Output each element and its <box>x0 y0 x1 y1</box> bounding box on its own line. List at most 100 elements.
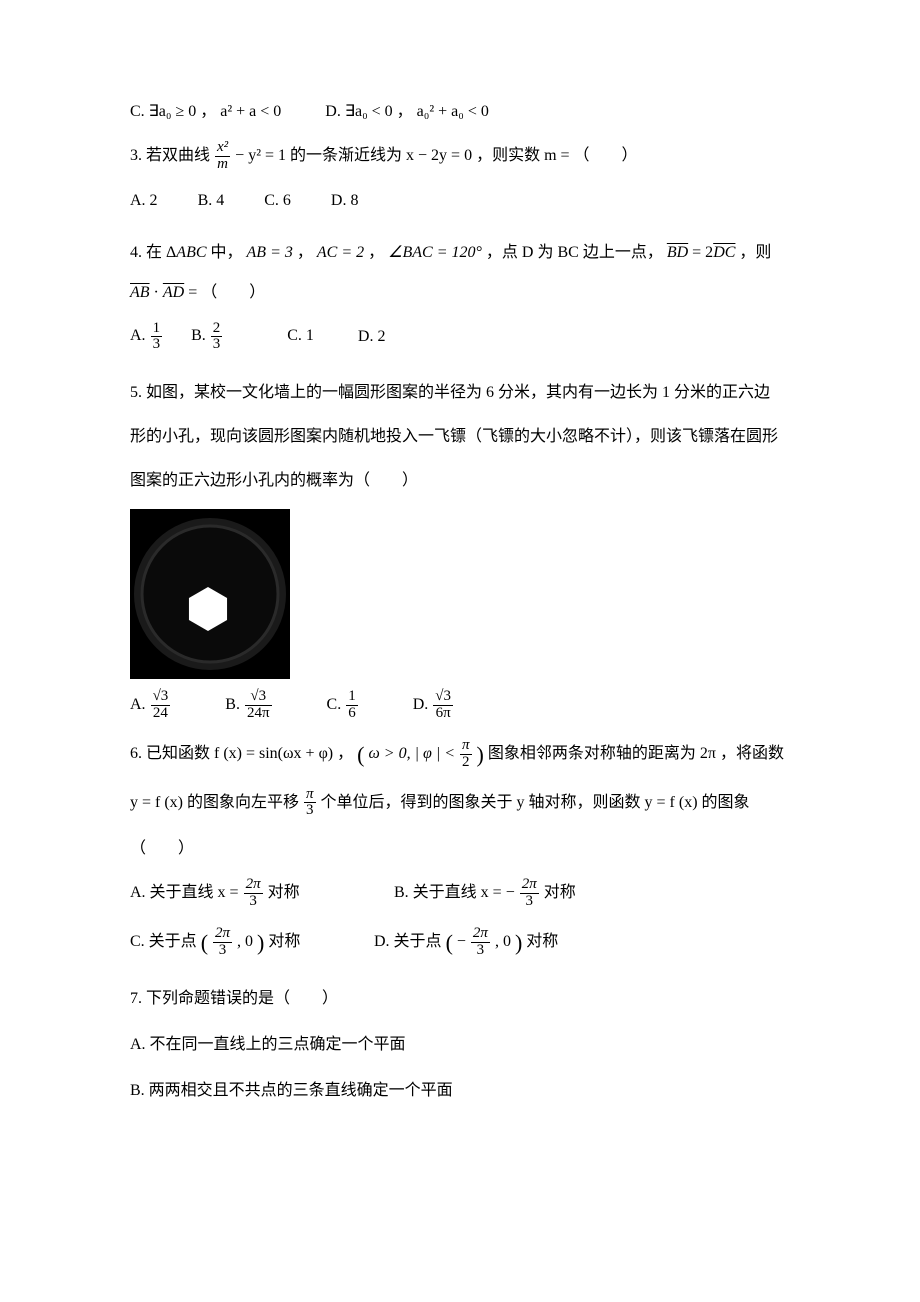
q6-options-cd: C. 关于点 ( 2π 3 , 0 ) 对称 D. 关于点 ( − 2π 3 ,… <box>130 926 790 959</box>
q6-l2-frac: π 3 <box>304 787 316 820</box>
q6-d-rp: ) <box>515 930 522 955</box>
q4-t1b: ABC <box>176 244 206 261</box>
q6-c-pre: C. 关于点 <box>130 933 197 950</box>
q5-options: A. √3 24 B. √3 24π C. 1 6 D. √3 6π <box>130 689 790 722</box>
q6-l1-den: 2 <box>460 755 472 771</box>
q4-opt-a-frac: 1 3 <box>151 321 163 354</box>
q2-opt-c-expr: ∃a₀ ≥ 0 ， a² + a < 0 <box>149 103 282 120</box>
q4-line2tail: = （ ） <box>184 284 265 301</box>
q6-b-pre: B. 关于直线 x = − <box>394 884 515 901</box>
q6-a-post: 对称 <box>268 884 300 901</box>
q6-opt-c: C. 关于点 ( 2π 3 , 0 ) 对称 <box>130 926 370 959</box>
q6-l2-num: π <box>304 787 316 804</box>
q6-c-rp: ) <box>257 930 264 955</box>
q4-dot: · <box>150 284 163 301</box>
q6-a-num: 2π <box>244 877 263 894</box>
q6-d-num: 2π <box>471 926 490 943</box>
q6-d-post: 对称 <box>526 933 558 950</box>
q4-opt-a: A. 1 3 <box>130 327 167 344</box>
q2-opt-d-expr: ∃a₀ < 0 ， a₀² + a₀ < 0 <box>345 103 489 120</box>
q6-b-frac: 2π 3 <box>520 877 539 910</box>
q6-c-den: 3 <box>213 943 232 959</box>
q5-opt-d-frac: √3 6π <box>433 689 453 722</box>
q5-opt-b-frac: √3 24π <box>245 689 272 722</box>
q4-stem-line1: 4. 在 ΔABC 中， AB = 3 ， AC = 2 ， ∠BAC = 12… <box>130 241 790 265</box>
q6-l1-num: π <box>460 738 472 755</box>
q5-opt-b-label: B. <box>225 696 240 713</box>
q6-opt-a: A. 关于直线 x = 2π 3 对称 <box>130 877 390 910</box>
q5-opt-c: C. 1 6 <box>327 696 363 713</box>
q6-inner: ω > 0, | φ | < <box>368 745 455 762</box>
q3-opt-b: B. 4 <box>198 189 225 213</box>
q6-l2b: 个单位后，得到的图象关于 y 轴对称，则函数 y = f (x) 的图象 <box>321 793 750 810</box>
q6-b-den: 3 <box>520 894 539 910</box>
q2-opt-c-label: C. <box>130 103 145 120</box>
q4-tail: ，则 <box>735 244 771 261</box>
q5-opt-a: A. √3 24 <box>130 696 175 713</box>
q4-vec-dc: DC <box>713 244 735 261</box>
q6-line1: 6. 已知函数 f (x) = sin(ωx + φ) ， ( ω > 0, |… <box>130 738 790 771</box>
q6-d-mid: , 0 <box>495 933 511 950</box>
q5-a-den: 24 <box>151 706 171 722</box>
q5-p3: 图案的正六边形小孔内的概率为（ ） <box>130 469 790 493</box>
q6-a-frac: 2π 3 <box>244 877 263 910</box>
q4-opt-a-label: A. <box>130 327 146 344</box>
q6-l2a: y = f (x) 的图象向左平移 <box>130 793 299 810</box>
q3-mid: − y² = 1 的一条渐近线为 x − 2y = 0 ，则实数 m = （ ） <box>235 147 637 164</box>
q3-stem: 3. 若双曲线 x² m − y² = 1 的一条渐近线为 x − 2y = 0… <box>130 140 790 173</box>
q6-lp: ( <box>357 742 364 767</box>
q4-mid: ，点 D 为 BC 边上一点， <box>486 244 663 261</box>
q4-vec-ad: AD <box>163 284 184 301</box>
q5-opt-d-label: D. <box>413 696 429 713</box>
q4-stem-line2: AB · AD = （ ） <box>130 281 790 305</box>
q5-d-num: √3 <box>433 689 453 706</box>
q4-options: A. 1 3 B. 2 3 C. 1 D. 2 <box>130 321 790 354</box>
q4-ac: AC = 2 <box>317 244 364 261</box>
q4-vec-bd: BD <box>667 244 688 261</box>
q4-opt-b-den: 3 <box>211 337 223 353</box>
q3-fraction: x² m <box>215 140 230 173</box>
q3-options: A. 2 B. 4 C. 6 D. 8 <box>130 189 790 213</box>
q7-stem: 7. 下列命题错误的是（ ） <box>130 987 790 1011</box>
q4-opt-c: C. 1 <box>287 327 314 344</box>
q5-a-num: √3 <box>151 689 171 706</box>
q6-d-den: 3 <box>471 943 490 959</box>
q5-c-den: 6 <box>346 706 358 722</box>
q6-c-post: 对称 <box>268 933 300 950</box>
q5-b-num: √3 <box>245 689 272 706</box>
q4-ang: ∠BAC = 120° <box>388 244 482 261</box>
q7-opt-a: A. 不在同一直线上的三点确定一个平面 <box>130 1033 790 1057</box>
q5-c-num: 1 <box>346 689 358 706</box>
q3-prefix: 3. 若双曲线 <box>130 147 210 164</box>
q5-opt-d: D. √3 6π <box>413 696 454 713</box>
q6-c-num: 2π <box>213 926 232 943</box>
q5-p2: 形的小孔，现向该圆形图案内随机地投入一飞镖（飞镖的大小忽略不计），则该飞镖落在圆… <box>130 425 790 449</box>
q5-b-den: 24π <box>245 706 272 722</box>
q4-opt-b-label: B. <box>191 327 206 344</box>
q6-a-pre: A. 关于直线 x = <box>130 884 239 901</box>
q2-opt-d-label: D. <box>325 103 341 120</box>
q6-opt-b: B. 关于直线 x = − 2π 3 对称 <box>394 884 576 901</box>
q6-opt-d: D. 关于点 ( − 2π 3 , 0 ) 对称 <box>374 933 558 950</box>
q3-opt-c: C. 6 <box>264 189 291 213</box>
q4-opt-a-num: 1 <box>151 321 163 338</box>
q6-d-lp: ( <box>446 930 453 955</box>
q6-rp: ) <box>477 742 484 767</box>
q4-opt-b: B. 2 3 <box>191 327 227 344</box>
q6-line2: y = f (x) 的图象向左平移 π 3 个单位后，得到的图象关于 y 轴对称… <box>130 787 790 820</box>
hexagon-in-circle-icon <box>130 509 290 679</box>
q5-opt-a-label: A. <box>130 696 146 713</box>
q4-eq: = 2 <box>688 244 713 261</box>
q4-t1a: 4. 在 Δ <box>130 244 176 261</box>
q6-b-num: 2π <box>520 877 539 894</box>
q6-options-ab: A. 关于直线 x = 2π 3 对称 B. 关于直线 x = − 2π 3 对… <box>130 877 790 910</box>
q2-options-cd: C. ∃a₀ ≥ 0 ， a² + a < 0 D. ∃a₀ < 0 ， a₀²… <box>130 100 790 124</box>
q5-figure <box>130 509 790 679</box>
q5-opt-a-frac: √3 24 <box>151 689 171 722</box>
q5-opt-c-frac: 1 6 <box>346 689 358 722</box>
q4-opt-b-frac: 2 3 <box>211 321 223 354</box>
q6-l1b: 图象相邻两条对称轴的距离为 2π ，将函数 <box>488 745 784 762</box>
q6-c-lp: ( <box>201 930 208 955</box>
q4-opt-d: D. 2 <box>358 327 386 344</box>
q6-d-frac: 2π 3 <box>471 926 490 959</box>
